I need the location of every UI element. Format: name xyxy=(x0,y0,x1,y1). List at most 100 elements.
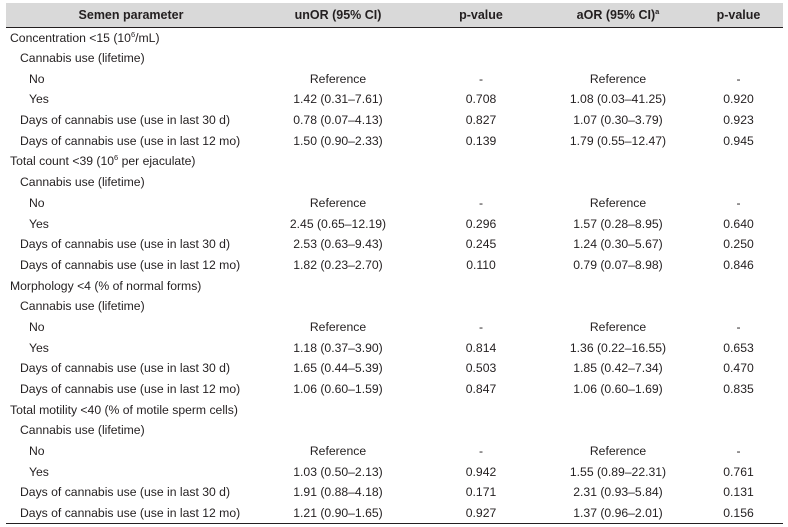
table-row: No Reference - Reference - xyxy=(6,68,783,89)
row-label-suffix: per ejaculate) xyxy=(118,154,196,169)
header-semen-parameter: Semen parameter xyxy=(6,3,256,28)
row-label-text: Days of cannabis use (use in last 12 mo) xyxy=(20,382,241,397)
aor-p-value xyxy=(694,48,783,69)
aor-value xyxy=(542,172,694,193)
unor-p-value: 0.847 xyxy=(465,382,497,397)
row-label-text: Total count <39 (10 xyxy=(10,154,115,169)
unor-p-value xyxy=(420,296,542,317)
category-label: Yes xyxy=(6,461,256,482)
subgroup-label: Cannabis use (lifetime) xyxy=(6,296,256,317)
unor-value: Reference xyxy=(309,195,367,210)
table-row: Cannabis use (lifetime) xyxy=(6,48,783,69)
table-row: Days of cannabis use (use in last 30 d) 0… xyxy=(6,110,783,131)
table-row: Cannabis use (lifetime) xyxy=(6,172,783,193)
aor-value xyxy=(542,151,694,172)
aor-value: Reference xyxy=(589,444,647,459)
table-row: Yes 1.42 (0.31–7.61) 0.708 1.08 (0.03–41.25… xyxy=(6,89,783,110)
unor-value: 1.65 (0.44–5.39) xyxy=(293,361,383,376)
unor-p-value: 0.171 xyxy=(465,485,497,500)
aor-value: 1.24 (0.30–5.67) xyxy=(573,237,663,252)
aor-value: 1.55 (0.89–22.31) xyxy=(569,464,667,479)
aor-value: Reference xyxy=(589,319,647,334)
row-label-superscript: 6 xyxy=(130,29,136,39)
aor-value: Reference xyxy=(589,195,647,210)
unor-value: 2.53 (0.63–9.43) xyxy=(293,237,383,252)
unor-p-value xyxy=(420,275,542,296)
row-label-text: Yes xyxy=(29,464,49,479)
unor-p-value: 0.110 xyxy=(466,257,496,272)
aor-p-value xyxy=(694,275,783,296)
row-label-text: Days of cannabis use (use in last 12 mo) xyxy=(20,257,241,272)
header-row: Semen parameter unOR (95% CI) p-value aO… xyxy=(6,3,783,28)
aor-value: 1.37 (0.96–2.01) xyxy=(542,502,694,524)
unor-value xyxy=(256,151,420,172)
unor-p-value: 0.296 xyxy=(465,216,497,231)
table-row: Days of cannabis use (use in last 30 d) 1… xyxy=(6,358,783,379)
section-label: Concentration <15 (106/mL) xyxy=(6,27,256,48)
unor-p-value xyxy=(420,420,542,441)
subgroup-label: Days of cannabis use (use in last 12 mo) xyxy=(6,130,256,151)
unor-value: 1.42 (0.31–7.61) xyxy=(293,92,383,107)
aor-p-value: 0.640 xyxy=(723,216,754,231)
row-label-text: Yes xyxy=(29,340,49,355)
unor-value xyxy=(256,275,420,296)
unor-p-value: 0.503 xyxy=(465,361,497,376)
category-label: Yes xyxy=(6,89,256,110)
table-row: Days of cannabis use (use in last 12 mo)… xyxy=(6,379,783,400)
subgroup-label: Days of cannabis use (use in last 30 d) xyxy=(6,482,256,503)
row-label-text: Morphology <4 (% of normal forms) xyxy=(10,278,202,293)
row-label-text: No xyxy=(29,195,45,210)
table-row: Days of cannabis use (use in last 12 mo)… xyxy=(6,130,783,151)
table-row: Morphology <4 (% of normal forms) xyxy=(6,275,783,296)
row-label-text: No xyxy=(29,71,45,86)
aor-p-value xyxy=(694,420,783,441)
aor-p-value: - xyxy=(736,444,741,459)
aor-p-value xyxy=(694,151,783,172)
category-label: Yes xyxy=(6,337,256,358)
row-label-text: Days of cannabis use (use in last 30 d) xyxy=(20,237,231,252)
category-label: No xyxy=(6,193,256,214)
aor-value: 1.06 (0.60–1.69) xyxy=(573,382,663,397)
row-label-text: Days of cannabis use (use in last 30 d) xyxy=(20,361,231,376)
header-aor-footnote: a xyxy=(655,6,660,16)
subgroup-label: Days of cannabis use (use in last 30 d) xyxy=(6,234,256,255)
section-label: Morphology <4 (% of normal forms) xyxy=(6,275,256,296)
aor-p-value: - xyxy=(736,195,741,210)
category-label: No xyxy=(6,441,256,462)
unor-value: 1.91 (0.88–4.18) xyxy=(293,485,383,500)
table-row: Yes 1.18 (0.37–3.90) 0.814 1.36 (0.22–16.55… xyxy=(6,337,783,358)
unor-value: Reference xyxy=(309,319,367,334)
subgroup-label: Cannabis use (lifetime) xyxy=(6,172,256,193)
table-row: Days of cannabis use (use in last 30 d) 1… xyxy=(6,482,783,503)
unor-value: 1.21 (0.90–1.65) xyxy=(256,502,420,524)
header-p-value-unadjusted: p-value xyxy=(420,3,542,28)
aor-p-value: 0.470 xyxy=(723,361,754,376)
row-label-text: Days of cannabis use (use in last 12 mo) xyxy=(20,505,241,520)
aor-p-value: 0.835 xyxy=(723,382,754,397)
unor-value xyxy=(256,399,420,420)
table-row: Cannabis use (lifetime) xyxy=(6,296,783,317)
aor-p-value: 0.131 xyxy=(723,485,754,500)
table-row: Yes 1.03 (0.50–2.13) 0.942 1.55 (0.89–22.31… xyxy=(6,461,783,482)
unor-value xyxy=(256,420,420,441)
unor-p-value xyxy=(420,151,542,172)
aor-p-value: 0.653 xyxy=(723,340,754,355)
unor-value: 1.03 (0.50–2.13) xyxy=(293,464,383,479)
aor-value: 1.79 (0.55–12.47) xyxy=(569,133,667,148)
subgroup-label: Days of cannabis use (use in last 30 d) xyxy=(6,110,256,131)
unor-p-value xyxy=(420,399,542,420)
aor-value xyxy=(542,275,694,296)
aor-p-value xyxy=(694,296,783,317)
table-row: Total motility <40 (% of motile sperm ce… xyxy=(6,399,783,420)
unor-value xyxy=(256,48,420,69)
table-row: Concentration <15 (106/mL) xyxy=(6,27,783,48)
row-label-text: Days of cannabis use (use in last 30 d) xyxy=(20,485,231,500)
unor-value: 1.18 (0.37–3.90) xyxy=(293,340,383,355)
aor-value xyxy=(542,296,694,317)
unor-p-value: - xyxy=(478,319,484,334)
unor-p-value: - xyxy=(478,71,484,86)
unor-value: 1.06 (0.60–1.59) xyxy=(293,382,383,397)
row-label-text: No xyxy=(29,319,45,334)
unor-value: Reference xyxy=(309,444,367,459)
subgroup-label: Cannabis use (lifetime) xyxy=(6,420,256,441)
